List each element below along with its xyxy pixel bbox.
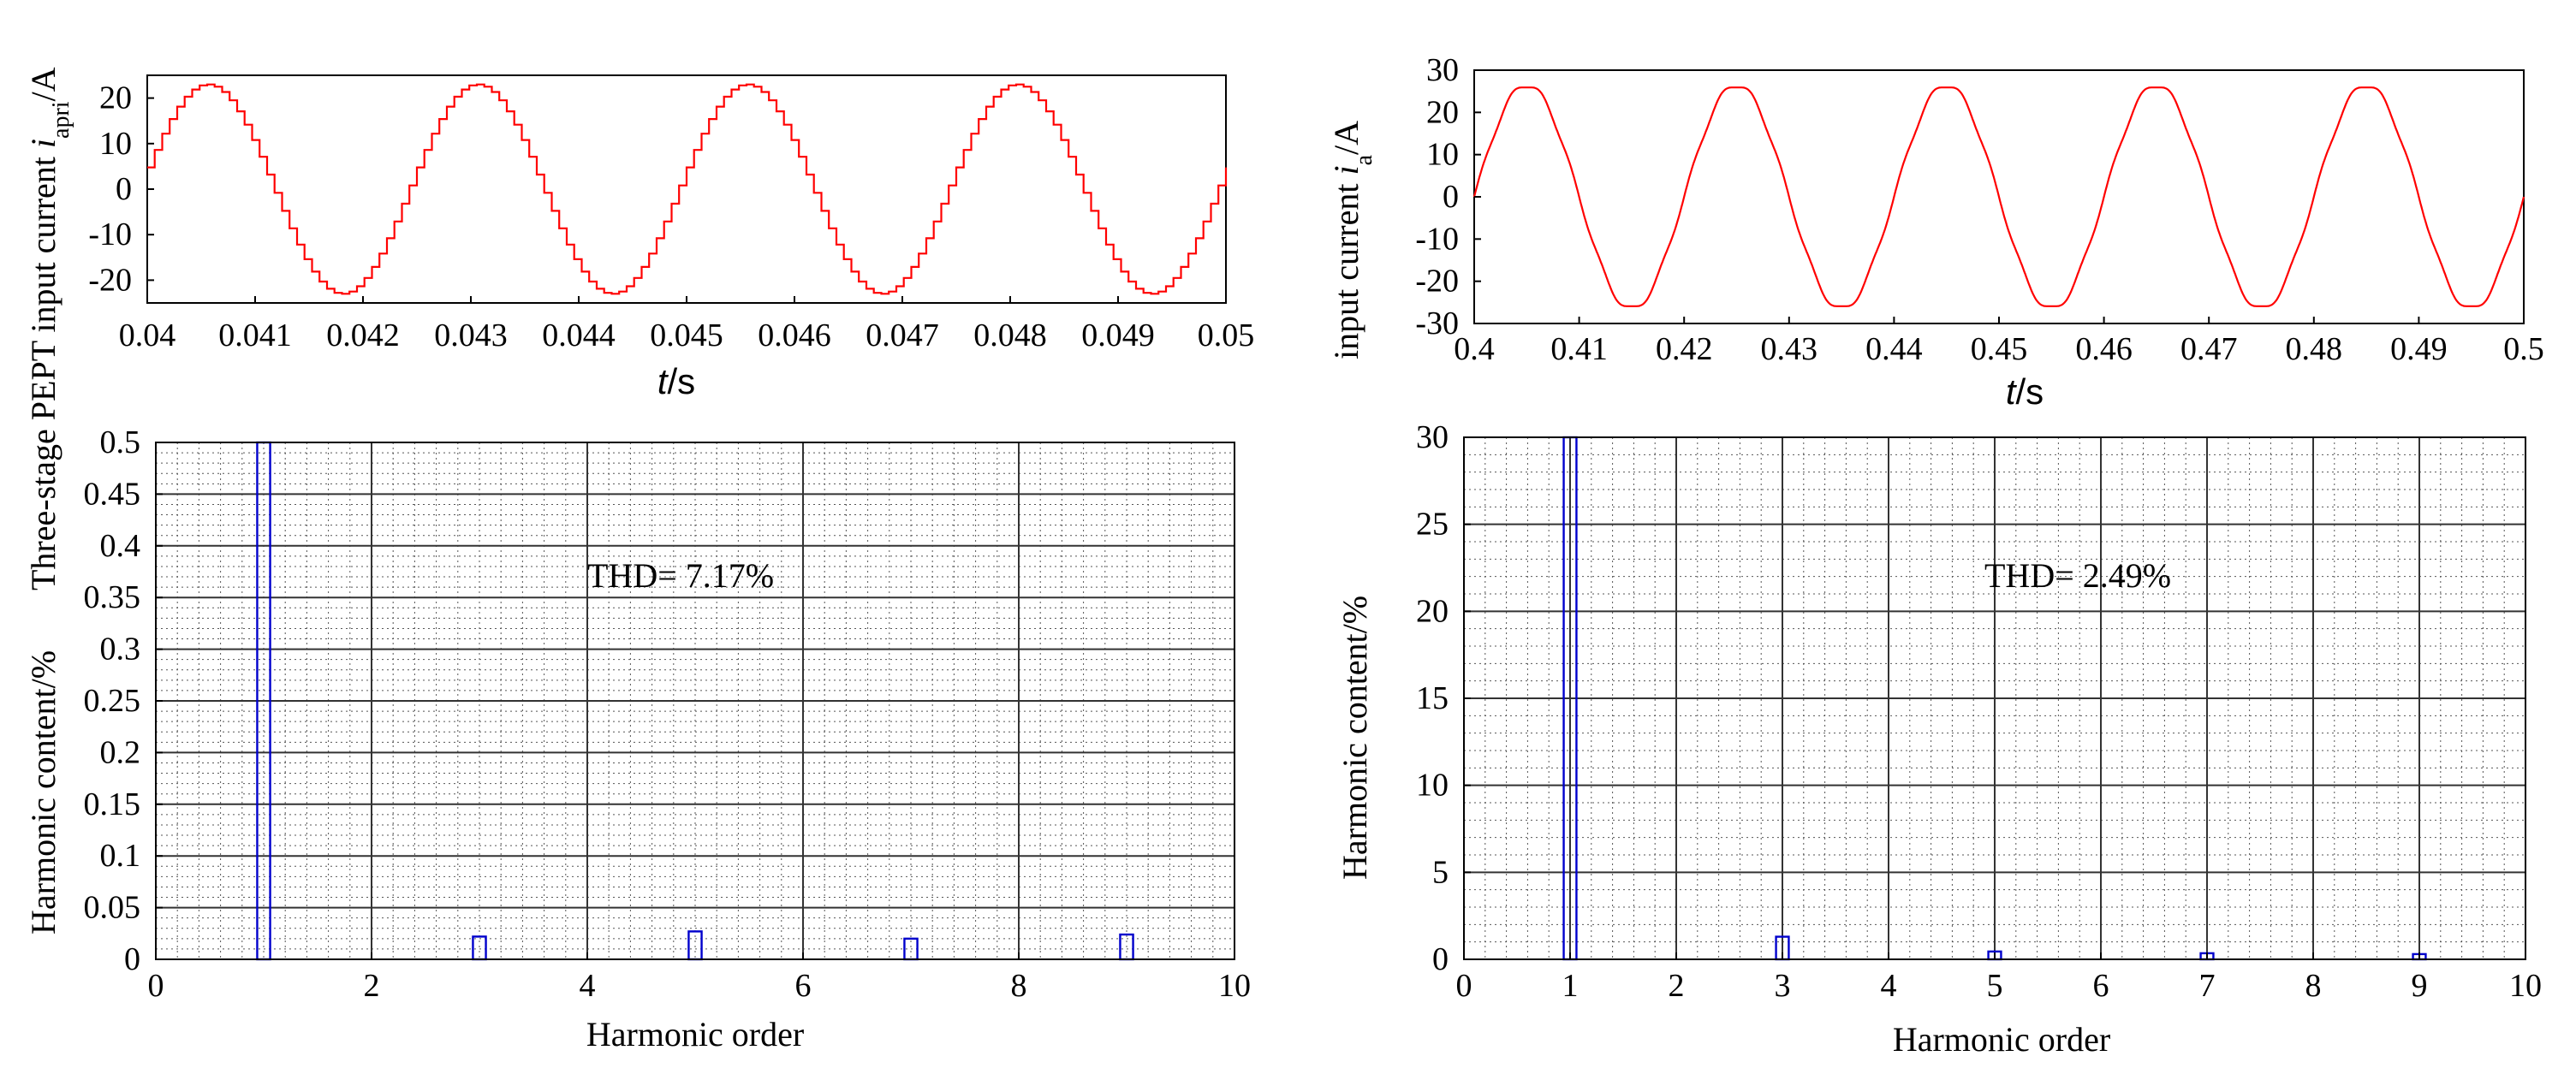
x-tick-label-top-left: 0.045 xyxy=(650,317,723,353)
x-tick-label-top-left: 0.048 xyxy=(973,317,1047,353)
x-axis-label-top-right: t/s xyxy=(2006,371,2044,412)
x-tick-labels-bottom-right: 0 1 2 3 4 5 6 7 8 9 10 xyxy=(1456,952,2542,1004)
y-tick-labels-top-left: 20 10 0 -10 -20 xyxy=(88,80,154,298)
y-tick-label-bottom-left: 0.15 xyxy=(84,786,141,822)
y-tick-label-bottom-right: 10 xyxy=(1416,768,1449,804)
x-tick-label-bottom-left: 8 xyxy=(1011,968,1027,1004)
y-tick-label-top-left: -10 xyxy=(88,217,132,252)
x-tick-label-bottom-right: 3 xyxy=(1775,968,1791,1004)
x-tick-label-bottom-right: 8 xyxy=(2305,968,2322,1004)
y-tick-labels-top-right: 30 20 10 0 -10 -20 -30 xyxy=(1415,52,1481,341)
x-tick-label-bottom-left: 10 xyxy=(1218,968,1251,1004)
y-tick-label-bottom-left: 0.25 xyxy=(84,683,141,719)
y-axis-label-top-right: input current ia/A xyxy=(1327,121,1377,359)
plot-area-top-left xyxy=(146,74,1227,304)
panel-bottom-left: 0 2 4 6 8 10 0.50.450.40.350.30.250.20.150.10… xyxy=(24,424,1251,1053)
x-tick-labels-top-left: 0.04 0.041 0.042 0.043 0.044 0.045 0.046 0.047 0… xyxy=(119,296,1255,353)
y-tick-label-top-right: 0 xyxy=(1443,179,1459,215)
y-tick-label-bottom-left: 0 xyxy=(124,941,140,977)
x-tick-label-bottom-right: 5 xyxy=(1987,968,2003,1004)
x-tick-labels-bottom-left: 0 2 4 6 8 10 xyxy=(148,952,1251,1004)
y-tick-label-top-right: 10 xyxy=(1426,137,1459,173)
y-tick-label-bottom-right: 5 xyxy=(1432,854,1449,890)
x-tick-label-bottom-right: 9 xyxy=(2412,968,2428,1004)
x-tick-label-bottom-right: 2 xyxy=(1669,968,1685,1004)
x-tick-label-top-left: 0.049 xyxy=(1081,317,1155,353)
y-tick-label-bottom-left: 0.35 xyxy=(84,579,141,615)
y-tick-label-top-left: 20 xyxy=(99,80,132,116)
x-tick-label-bottom-left: 4 xyxy=(580,968,596,1004)
y-tick-labels-bottom-left: 0.5 0.45 0.4 0.35 0.3 0.25 0.2 0.15 0.1 0.05 0 xyxy=(84,424,163,977)
x-tick-label-bottom-right: 10 xyxy=(2509,968,2542,1004)
y-tick-label-bottom-right: 25 xyxy=(1416,507,1449,543)
x-tick-label-top-right: 0.47 xyxy=(2180,331,2238,367)
y-tick-labels-bottom-right: 30 25 20 15 10 5 0 xyxy=(1416,419,1471,977)
y-tick-label-top-right: -30 xyxy=(1415,306,1459,341)
x-tick-label-top-left: 0.05 xyxy=(1198,317,1255,353)
y-tick-label-top-right: -20 xyxy=(1415,264,1459,300)
y-tick-label-top-right: 30 xyxy=(1426,52,1459,88)
x-tick-label-top-right: 0.5 xyxy=(2503,331,2544,367)
y-tick-label-bottom-right: 20 xyxy=(1416,593,1449,629)
x-tick-label-bottom-left: 0 xyxy=(148,968,164,1004)
x-tick-label-bottom-left: 2 xyxy=(364,968,380,1004)
x-tick-label-top-right: 0.43 xyxy=(1761,331,1818,367)
x-tick-label-bottom-right: 1 xyxy=(1562,968,1579,1004)
panel-bottom-right: 0 1 2 3 4 5 6 7 8 9 10 30 25 20 15 10 5 0 THD= 2.49% Har… xyxy=(1336,419,2542,1059)
x-tick-label-bottom-right: 0 xyxy=(1456,968,1472,1004)
x-tick-label-top-right: 0.42 xyxy=(1656,331,1713,367)
grid-bottom-right xyxy=(1463,436,2526,960)
y-axis-label-bottom-right: Harmonic content/% xyxy=(1336,596,1374,880)
thd-annotation-bottom-right: THD= 2.49% xyxy=(1984,556,2171,595)
thd-annotation-bottom-left: THD= 7.17% xyxy=(587,556,774,595)
x-tick-label-top-left: 0.04 xyxy=(119,317,176,353)
y-tick-label-bottom-right: 0 xyxy=(1432,941,1449,977)
x-tick-label-bottom-right: 6 xyxy=(2093,968,2109,1004)
x-tick-label-top-right: 0.4 xyxy=(1454,331,1495,367)
x-tick-labels-top-right: 0.4 0.41 0.42 0.43 0.44 0.45 0.46 0.47 0.48 0.49 0… xyxy=(1454,317,2544,367)
y-tick-label-bottom-right: 30 xyxy=(1416,419,1449,455)
x-tick-label-top-left: 0.046 xyxy=(758,317,831,353)
y-tick-label-top-right: -10 xyxy=(1415,221,1459,257)
y-tick-label-top-left: 0 xyxy=(116,171,132,207)
x-tick-label-top-right: 0.41 xyxy=(1550,331,1608,367)
y-tick-label-bottom-left: 0.3 xyxy=(100,632,141,668)
x-axis-label-top-left: t/s xyxy=(657,361,695,401)
y-tick-label-top-left: -20 xyxy=(88,262,132,298)
panel-top-right: 0.4 0.41 0.42 0.43 0.44 0.45 0.46 0.47 0.48 0.49 0… xyxy=(1327,52,2544,412)
x-tick-label-top-right: 0.48 xyxy=(2286,331,2343,367)
x-tick-label-top-right: 0.49 xyxy=(2390,331,2448,367)
x-tick-label-bottom-right: 4 xyxy=(1881,968,1897,1004)
x-tick-label-top-right: 0.44 xyxy=(1865,331,1923,367)
x-tick-label-top-left: 0.047 xyxy=(866,317,939,353)
y-axis-label-bottom-left: Harmonic content/% xyxy=(24,650,62,935)
x-tick-label-top-left: 0.042 xyxy=(326,317,400,353)
y-tick-label-bottom-left: 0.05 xyxy=(84,890,141,926)
series-line-top-left xyxy=(147,83,1228,295)
x-tick-label-top-right: 0.46 xyxy=(2075,331,2133,367)
y-tick-label-bottom-left: 0.4 xyxy=(100,528,141,564)
y-tick-label-bottom-left: 0.2 xyxy=(100,734,141,770)
x-tick-label-bottom-right: 7 xyxy=(2199,968,2216,1004)
y-tick-label-bottom-right: 15 xyxy=(1416,680,1449,716)
y-tick-label-bottom-left: 0.5 xyxy=(100,424,141,460)
x-tick-label-top-left: 0.044 xyxy=(542,317,616,353)
x-axis-label-bottom-right: Harmonic order xyxy=(1893,1020,2110,1059)
x-tick-label-top-left: 0.043 xyxy=(434,317,508,353)
x-tick-label-top-left: 0.041 xyxy=(218,317,292,353)
y-axis-label-top-left: Three-stage PEPT input current iapri/A xyxy=(24,67,74,590)
x-axis-label-bottom-left: Harmonic order xyxy=(586,1015,804,1053)
series-line-top-right xyxy=(1472,86,2525,307)
y-tick-label-bottom-left: 0.1 xyxy=(100,838,141,874)
y-tick-label-bottom-left: 0.45 xyxy=(84,476,141,512)
x-tick-label-top-right: 0.45 xyxy=(1971,331,2028,367)
y-tick-label-top-right: 20 xyxy=(1426,94,1459,130)
x-tick-label-bottom-left: 6 xyxy=(795,968,812,1004)
panel-top-left: 0.04 0.041 0.042 0.043 0.044 0.045 0.046 0.047 0… xyxy=(24,67,1254,590)
y-tick-label-top-left: 10 xyxy=(99,126,132,162)
